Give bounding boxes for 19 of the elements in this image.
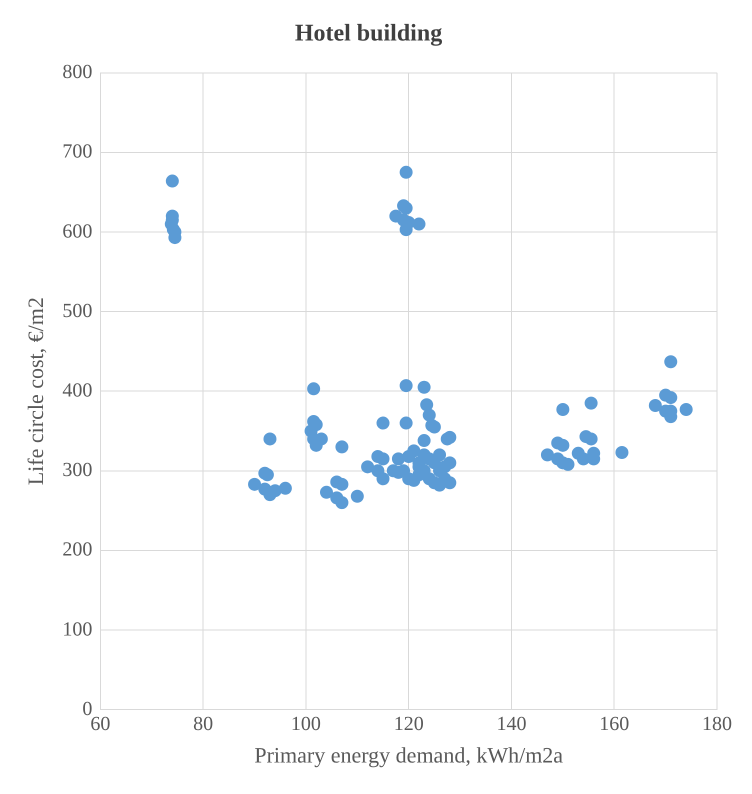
- y-tick-label: 0: [82, 698, 92, 720]
- y-tick-label: 100: [62, 618, 92, 640]
- x-tick-label: 80: [193, 712, 214, 735]
- y-tick-label: 600: [62, 220, 92, 242]
- x-tick-label: 100: [290, 712, 321, 735]
- x-tick-label: 180: [702, 712, 732, 735]
- x-tick-label: 60: [90, 712, 110, 735]
- chart-title: Hotel building: [294, 20, 442, 47]
- x-tick-label: 140: [496, 712, 526, 735]
- y-axis-title: Life circle cost, €/m2: [22, 297, 48, 486]
- x-axis-title: Primary energy demand, kWh/m2a: [254, 742, 564, 768]
- y-tick-label: 500: [62, 300, 92, 322]
- y-tick-label: 400: [62, 379, 92, 402]
- x-tick-label: 120: [394, 712, 424, 735]
- y-tick-label: 300: [62, 459, 92, 482]
- y-tick-label: 800: [62, 61, 92, 84]
- x-tick-label: 160: [599, 712, 630, 735]
- y-tick-label: 200: [62, 538, 92, 561]
- y-tick-label: 700: [62, 140, 92, 163]
